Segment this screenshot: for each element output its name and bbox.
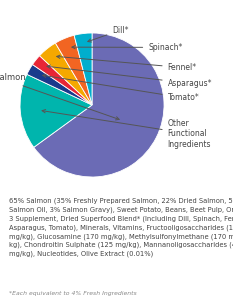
Text: 65% Salmon (35% Freshly Prepared Salmon, 22% Dried Salmon, 5%
Salmon Oil, 3% Sal: 65% Salmon (35% Freshly Prepared Salmon,… xyxy=(9,198,233,257)
Text: *Each equivalent to 4% Fresh Ingredients: *Each equivalent to 4% Fresh Ingredients xyxy=(9,291,137,296)
Text: Tomato*: Tomato* xyxy=(43,74,199,102)
Text: Other
Functional
Ingredients: Other Functional Ingredients xyxy=(42,110,211,149)
Wedge shape xyxy=(20,74,92,147)
Wedge shape xyxy=(55,35,92,105)
Text: COMPOSITION: COMPOSITION xyxy=(61,6,172,20)
Text: Fennel*: Fennel* xyxy=(57,55,197,72)
Text: Spinach*: Spinach* xyxy=(72,43,183,52)
Wedge shape xyxy=(27,64,92,105)
Text: 65% Salmon: 65% Salmon xyxy=(0,73,119,120)
Wedge shape xyxy=(34,33,164,177)
Text: Asparagus*: Asparagus* xyxy=(47,65,212,88)
Wedge shape xyxy=(40,43,92,105)
Text: Dill*: Dill* xyxy=(88,26,129,42)
Wedge shape xyxy=(32,56,92,105)
Wedge shape xyxy=(74,33,92,105)
